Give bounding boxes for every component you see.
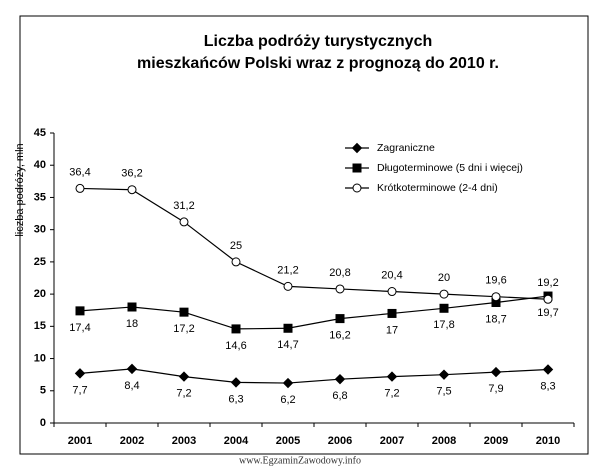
data-point: [387, 308, 397, 318]
y-tick-label: 20: [34, 288, 46, 300]
data-point: [231, 324, 241, 334]
data-point: [230, 377, 242, 388]
data-point: [282, 377, 294, 389]
data-label: 19,6: [485, 275, 506, 287]
data-label: 16,2: [329, 330, 350, 342]
data-label: 14,6: [225, 340, 246, 352]
data-point: [439, 289, 449, 299]
x-tick-label: 2009: [484, 435, 508, 447]
data-label: 8,3: [540, 380, 555, 392]
data-point: [386, 371, 398, 382]
legend-marker: [352, 163, 362, 173]
data-label: 21,2: [277, 264, 298, 276]
data-label: 19,2: [537, 277, 558, 289]
data-point: [74, 368, 86, 379]
data-point: [179, 217, 189, 227]
legend-marker: [352, 183, 362, 193]
data-label: 18,7: [485, 313, 506, 325]
y-tick-label: 30: [34, 224, 46, 236]
y-tick-label: 0: [40, 417, 46, 429]
data-point: [491, 292, 501, 302]
data-label: 20,8: [329, 267, 350, 279]
data-label: 6,8: [332, 390, 347, 402]
data-point: [75, 183, 85, 193]
x-tick-label: 2007: [380, 435, 404, 447]
y-tick-label: 45: [34, 127, 46, 139]
data-label: 36,4: [69, 166, 90, 178]
data-label: 8,4: [124, 380, 139, 392]
data-label: 20: [438, 272, 450, 284]
x-tick-label: 2003: [172, 435, 196, 447]
data-label: 7,2: [384, 388, 399, 400]
data-label: 31,2: [173, 200, 194, 212]
data-point: [127, 185, 137, 195]
data-point: [231, 257, 241, 267]
data-point: [179, 307, 189, 317]
data-point: [283, 323, 293, 333]
data-point: [75, 306, 85, 316]
y-tick-label: 15: [34, 320, 46, 332]
data-point: [439, 303, 449, 313]
data-point: [127, 302, 137, 312]
data-label: 20,4: [381, 269, 402, 281]
legend-marker: [351, 142, 363, 154]
watermark: www.EgzaminZawodowy.info: [239, 455, 361, 466]
data-point: [178, 371, 190, 382]
x-tick-label: 2005: [276, 435, 300, 447]
data-label: 14,7: [277, 339, 298, 351]
chart-frame: [19, 15, 589, 455]
data-label: 6,2: [280, 394, 295, 406]
legend-label: Krótkoterminowe (2-4 dni): [377, 182, 498, 194]
data-point: [490, 366, 502, 378]
data-label: 17,2: [173, 323, 194, 335]
data-label: 7,2: [176, 388, 191, 400]
x-tick-label: 2004: [224, 435, 249, 447]
chart-title: mieszkańców Polski wraz z prognozą do 20…: [137, 55, 499, 72]
y-tick-label: 5: [40, 385, 46, 397]
data-point: [334, 373, 346, 385]
data-label: 18: [126, 318, 138, 330]
data-point: [542, 364, 554, 375]
data-label: 17,4: [69, 322, 90, 334]
x-tick-label: 2001: [68, 435, 92, 447]
data-label: 25: [230, 240, 242, 252]
y-tick-label: 10: [34, 352, 46, 364]
chart-title: Liczba podróży turystycznych: [204, 33, 433, 50]
data-label: 17: [386, 324, 398, 336]
data-label: 19,7: [537, 307, 558, 319]
data-label: 7,7: [72, 384, 87, 396]
y-axis-label: liczba podróży, mln: [14, 143, 26, 236]
y-tick-label: 35: [34, 191, 46, 203]
x-tick-label: 2002: [120, 435, 144, 447]
data-point: [543, 294, 553, 304]
y-tick-label: 25: [34, 256, 46, 268]
data-point: [283, 281, 293, 291]
x-tick-label: 2008: [432, 435, 456, 447]
data-label: 17,8: [433, 319, 454, 331]
x-tick-label: 2006: [328, 435, 352, 447]
series-line: [79, 187, 549, 300]
data-point: [438, 369, 450, 380]
y-tick-label: 40: [34, 159, 46, 171]
x-tick-label: 2010: [536, 435, 560, 447]
data-point: [126, 363, 138, 375]
data-label: 6,3: [228, 393, 243, 405]
data-point: [335, 314, 345, 324]
data-point: [335, 284, 345, 294]
series-line: [79, 368, 549, 384]
legend-label: Długoterminowe (5 dni i więcej): [377, 162, 523, 174]
data-label: 7,9: [488, 383, 503, 395]
data-label: 36,2: [121, 168, 142, 180]
series-line: [79, 295, 549, 330]
data-label: 7,5: [436, 386, 451, 398]
legend-label: Zagraniczne: [377, 142, 435, 154]
data-point: [387, 287, 397, 297]
